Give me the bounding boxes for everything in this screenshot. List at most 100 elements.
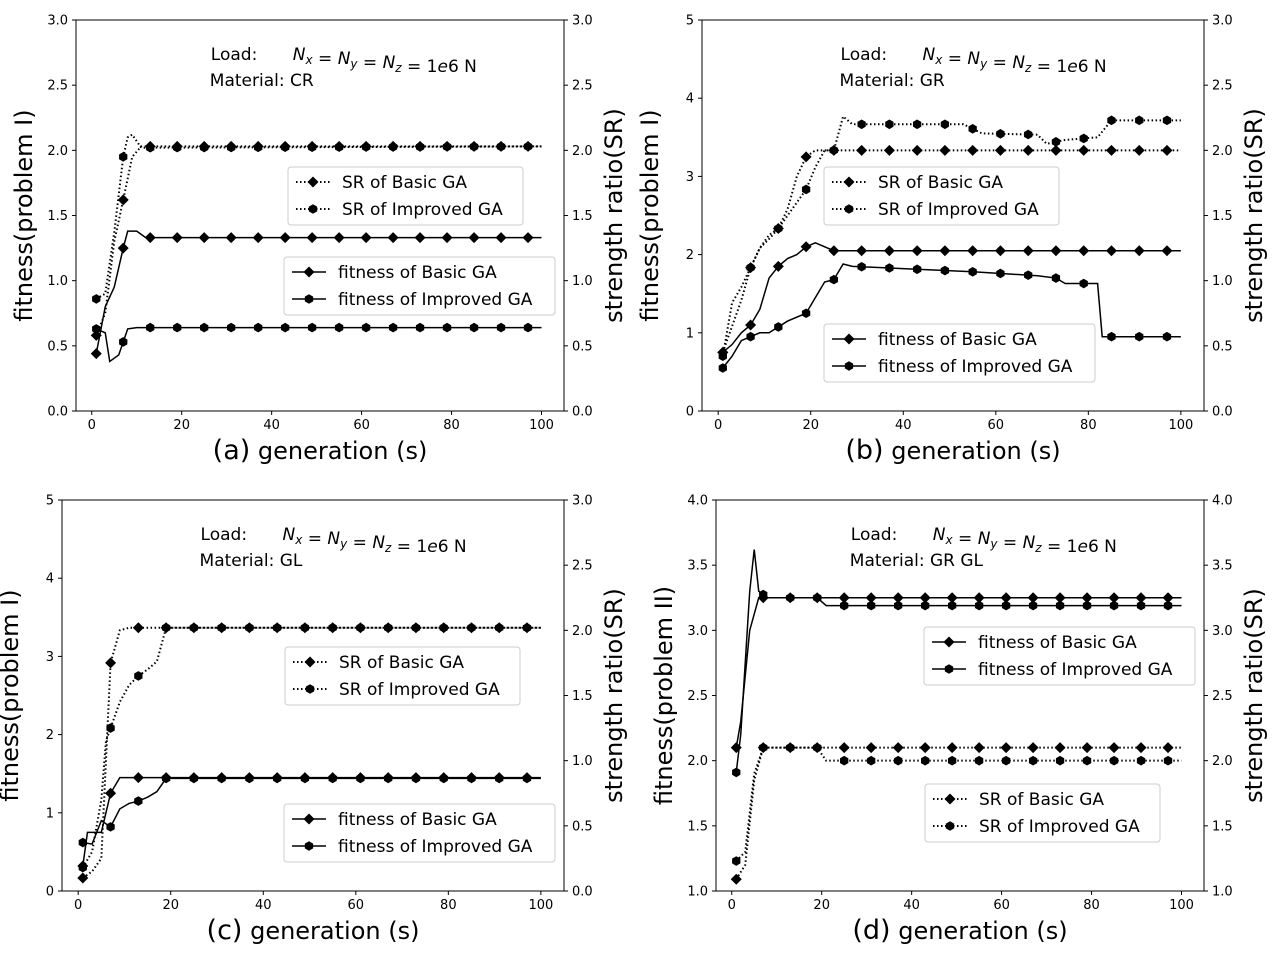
data-point — [1162, 592, 1174, 604]
y2-axis-label: strength ratio(SR) — [600, 588, 628, 803]
data-point — [280, 322, 290, 333]
y-tick-label: 3.0 — [47, 14, 68, 29]
annotation-load-label: Load: — [851, 525, 898, 545]
x-tick-label: 100 — [1169, 898, 1194, 913]
data-point — [92, 294, 101, 304]
legend-entry-label: fitness of Basic GA — [878, 330, 1037, 350]
y2-tick-label: 2.0 — [1212, 754, 1233, 769]
panel-label: (c) — [207, 915, 243, 946]
data-point — [885, 119, 894, 130]
data-point — [495, 232, 507, 244]
y-tick-label: 2.5 — [687, 689, 708, 704]
data-point — [920, 755, 930, 766]
x-axis-title: generation (s) — [891, 917, 1068, 945]
data-point — [856, 144, 868, 156]
data-point — [801, 308, 811, 319]
legend-marker — [303, 266, 315, 278]
data-point — [867, 755, 876, 766]
data-point — [894, 600, 903, 611]
data-point — [442, 322, 452, 333]
data-point — [198, 232, 210, 244]
x-tick-label: 40 — [255, 898, 272, 913]
data-point — [173, 322, 182, 333]
data-point — [1000, 592, 1012, 604]
data-point — [439, 773, 448, 784]
data-point — [200, 322, 209, 333]
data-point — [1136, 600, 1146, 611]
legend-marker — [943, 636, 955, 648]
data-point — [272, 622, 282, 633]
chart-panel-a: 0 20 40 60 80 100 0.0 0.5 1.0 1.5 2.0 2.5 3.0 0.0 0.5 1… — [10, 14, 628, 467]
series-line — [735, 746, 1182, 862]
data-point — [828, 245, 840, 257]
x-tick-label: 60 — [988, 418, 1005, 433]
data-point — [334, 142, 344, 152]
y2-tick-label: 3.0 — [572, 14, 593, 29]
series-sr-of-improved-ga — [732, 742, 1182, 866]
data-point — [105, 657, 117, 669]
x-axis-label: (d) generation (s) — [852, 915, 1067, 946]
data-point — [829, 274, 839, 285]
data-point — [1162, 115, 1172, 126]
data-point — [225, 232, 237, 244]
series-line — [735, 549, 1182, 773]
data-point — [523, 141, 533, 152]
data-point — [838, 592, 850, 604]
x-tick-label: 80 — [1080, 418, 1097, 433]
y2-tick-label: 3.5 — [1212, 559, 1233, 574]
data-point — [746, 331, 755, 342]
data-point — [227, 142, 236, 153]
data-point — [856, 245, 868, 257]
data-point — [132, 622, 144, 634]
data-point — [857, 261, 866, 272]
legend-1: SR of Basic GA SR of Improved GA — [823, 166, 1060, 226]
data-point — [1105, 144, 1117, 156]
data-point — [334, 322, 344, 333]
x-tick-label: 40 — [895, 418, 912, 433]
data-point — [940, 119, 950, 130]
y-tick-label: 1.5 — [47, 209, 68, 224]
data-point — [1051, 273, 1061, 283]
legend-entry-label: SR of Basic GA — [339, 653, 464, 673]
data-point — [106, 822, 115, 832]
y-tick-label: 3 — [686, 170, 694, 185]
series-fitness-of-improved-ga — [92, 322, 542, 363]
data-point — [272, 773, 282, 784]
data-point — [883, 245, 895, 257]
data-point — [1135, 331, 1144, 342]
data-point — [786, 742, 795, 753]
annotation-load-formula: Nx = Ny = Nz = 1e6 N — [933, 525, 1117, 557]
data-point — [119, 337, 128, 347]
data-point — [939, 144, 951, 156]
y-tick-label: 0 — [686, 405, 694, 420]
data-point — [1081, 742, 1093, 754]
y2-axis-label: strength ratio(SR) — [1240, 588, 1268, 803]
y2-tick-label: 2.0 — [572, 624, 593, 639]
data-point — [1136, 755, 1146, 766]
y2-tick-label: 1.0 — [1212, 885, 1233, 900]
data-point — [974, 755, 984, 766]
legend-entry-label: fitness of Improved GA — [338, 290, 533, 310]
data-point — [1162, 742, 1174, 754]
legend-box — [283, 803, 556, 863]
panel-label: (d) — [852, 915, 890, 946]
data-point — [1161, 144, 1173, 156]
data-point — [1082, 755, 1092, 766]
data-point — [1108, 592, 1120, 604]
data-point — [1028, 755, 1038, 766]
y2-tick-label: 1.5 — [1212, 209, 1233, 224]
legend-box — [287, 166, 524, 226]
data-point — [227, 322, 236, 333]
data-point — [415, 322, 425, 333]
data-point — [718, 351, 727, 362]
data-point — [467, 773, 476, 784]
y-tick-label: 3 — [46, 650, 54, 665]
data-point — [883, 144, 895, 156]
legend-entry-label: fitness of Basic GA — [338, 263, 497, 283]
series-sr-of-basic-ga — [730, 742, 1182, 885]
data-point — [328, 622, 337, 633]
data-point — [442, 141, 452, 152]
data-point — [522, 232, 534, 244]
y2-tick-label: 1.0 — [1212, 274, 1233, 289]
data-point — [813, 592, 822, 603]
